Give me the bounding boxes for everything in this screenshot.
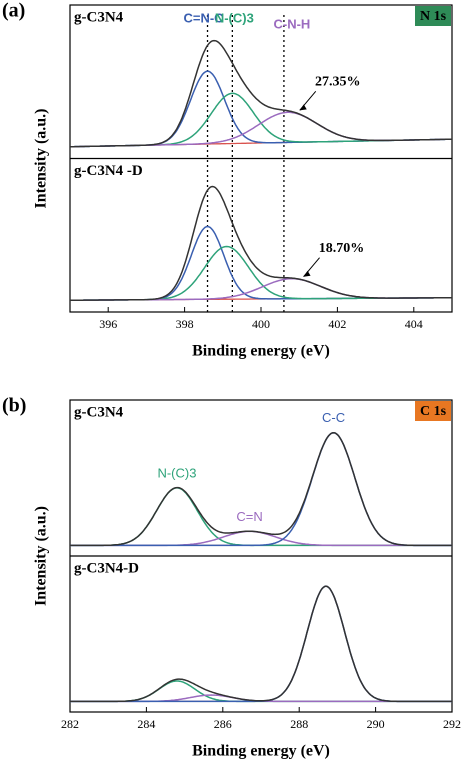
peak-label: C-C xyxy=(322,410,345,425)
peak-curve xyxy=(70,680,452,703)
subplot-label: g-C3N4 xyxy=(74,9,124,25)
peak-label: N-(C)3 xyxy=(215,10,254,25)
envelope-curve xyxy=(70,431,452,547)
peak-label: C=N xyxy=(236,509,262,524)
badge: N 1s xyxy=(420,9,447,24)
peak-curve xyxy=(70,111,452,148)
x-axis-label: Binding energy (eV) xyxy=(192,343,330,360)
x-tick-label: 396 xyxy=(99,317,117,331)
x-tick-label: 282 xyxy=(61,717,79,731)
peak-curve xyxy=(70,225,452,301)
panel-label: (a) xyxy=(2,0,25,22)
subplot-label: g-C3N4-D xyxy=(74,560,139,576)
envelope-curve xyxy=(70,185,452,301)
x-tick-label: 286 xyxy=(214,717,232,731)
subplot-label: g-C3N4 xyxy=(74,404,124,420)
envelope-curve xyxy=(70,39,452,148)
x-tick-label: 404 xyxy=(405,317,423,331)
y-axis-label: Intensity (a.u.) xyxy=(33,506,50,606)
badge: C 1s xyxy=(420,404,447,419)
peak-label: N-(C)3 xyxy=(157,465,196,480)
x-tick-label: 288 xyxy=(290,717,308,731)
peak-curve xyxy=(70,432,452,547)
peak-curve xyxy=(70,277,452,301)
badge-box xyxy=(415,401,451,421)
peak-curve xyxy=(70,92,452,148)
panel-label: (b) xyxy=(2,395,26,417)
y-axis-label: Intensity (a.u.) xyxy=(33,108,50,208)
subplot-label: g-C3N4 -D xyxy=(74,163,143,179)
x-axis-label: Binding energy (eV) xyxy=(192,743,330,760)
x-tick-label: 292 xyxy=(443,717,461,731)
x-tick-label: 290 xyxy=(367,717,385,731)
arrow-head xyxy=(299,104,307,111)
x-tick-label: 400 xyxy=(252,317,270,331)
badge-box xyxy=(415,6,451,26)
peak-curve xyxy=(70,245,452,301)
peak-label: C-N-H xyxy=(274,16,311,31)
peak-curve xyxy=(70,585,452,703)
envelope-curve xyxy=(70,585,452,703)
x-tick-label: 284 xyxy=(137,717,155,731)
arrow-head xyxy=(303,270,311,277)
x-tick-label: 398 xyxy=(176,317,194,331)
peak-curve xyxy=(70,70,452,148)
peak-label: C=N-C xyxy=(183,10,224,25)
x-tick-label: 402 xyxy=(328,317,346,331)
annotation: 27.35% xyxy=(315,75,361,90)
annotation: 18.70% xyxy=(319,241,365,256)
